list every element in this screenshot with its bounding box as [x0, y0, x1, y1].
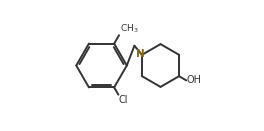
Text: Cl: Cl	[119, 95, 128, 105]
Text: N: N	[136, 49, 145, 59]
Text: CH$_3$: CH$_3$	[120, 22, 138, 35]
Text: OH: OH	[187, 75, 202, 85]
